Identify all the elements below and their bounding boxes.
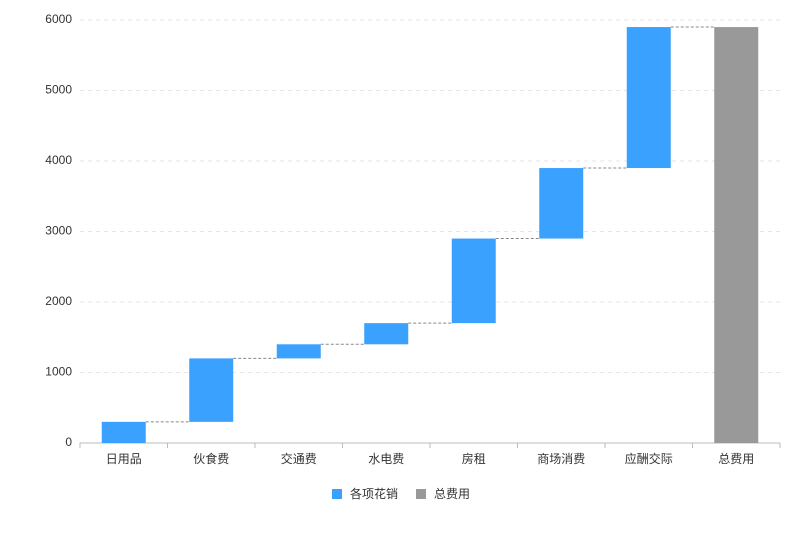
y-tick-label: 3000 [45, 224, 72, 238]
x-tick-label: 商场消费 [537, 451, 585, 466]
y-tick-label: 4000 [45, 153, 72, 167]
bar [101, 421, 146, 443]
y-tick-label: 0 [65, 435, 72, 449]
x-tick-label: 日用品 [106, 452, 142, 466]
bar [189, 358, 234, 422]
bar [626, 27, 671, 169]
x-tick-label: 伙食费 [193, 451, 229, 466]
x-tick-label: 交通费 [281, 451, 317, 466]
bar [714, 27, 759, 444]
x-tick-label: 房租 [462, 451, 486, 466]
bar [451, 238, 496, 324]
legend-swatch[interactable] [332, 489, 342, 499]
legend-label[interactable]: 总费用 [434, 487, 470, 501]
bar [364, 323, 409, 345]
y-tick-label: 1000 [45, 365, 72, 379]
y-tick-label: 5000 [45, 83, 72, 97]
y-tick-label: 6000 [45, 12, 72, 26]
legend-label[interactable]: 各项花销 [350, 486, 398, 501]
x-tick-label: 应酬交际 [625, 451, 673, 466]
y-tick-label: 2000 [45, 294, 72, 308]
x-tick-label: 总费用 [718, 452, 754, 466]
bar [276, 344, 321, 359]
legend-swatch[interactable] [416, 489, 426, 499]
x-tick-label: 水电费 [368, 452, 404, 466]
bar [539, 168, 584, 239]
